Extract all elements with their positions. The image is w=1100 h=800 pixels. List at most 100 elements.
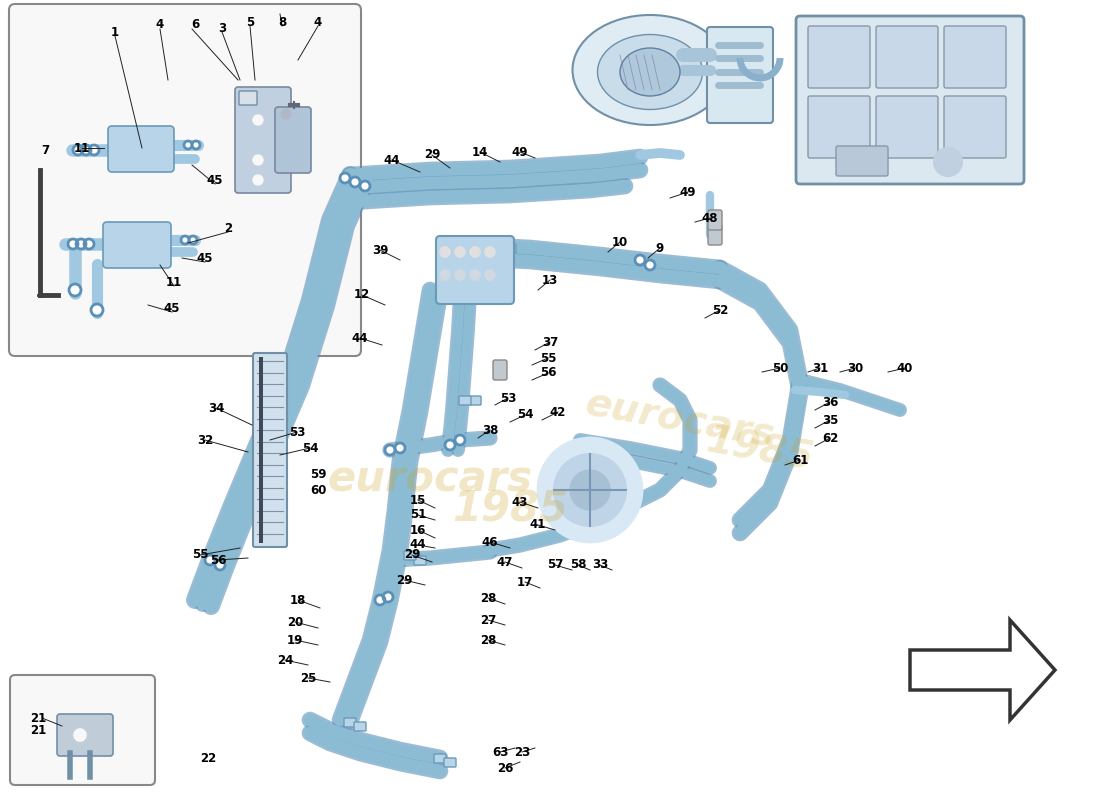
- Text: 31: 31: [812, 362, 828, 374]
- FancyBboxPatch shape: [464, 291, 476, 300]
- FancyBboxPatch shape: [404, 551, 416, 560]
- Circle shape: [470, 270, 480, 280]
- Text: 8: 8: [278, 15, 286, 29]
- Circle shape: [395, 443, 405, 453]
- Text: 54: 54: [301, 442, 318, 454]
- FancyBboxPatch shape: [436, 236, 514, 304]
- Circle shape: [68, 239, 78, 249]
- FancyBboxPatch shape: [239, 91, 257, 105]
- Text: eurocars: eurocars: [583, 385, 778, 455]
- Circle shape: [253, 115, 263, 125]
- FancyBboxPatch shape: [253, 353, 287, 547]
- FancyBboxPatch shape: [354, 722, 366, 731]
- Text: 44: 44: [409, 538, 427, 551]
- Text: 57: 57: [547, 558, 563, 571]
- Circle shape: [554, 454, 626, 526]
- Text: 35: 35: [822, 414, 838, 426]
- Text: 37: 37: [542, 335, 558, 349]
- Text: 38: 38: [482, 423, 498, 437]
- Text: 11: 11: [166, 275, 183, 289]
- Text: 21: 21: [30, 711, 46, 725]
- Text: 54: 54: [517, 409, 534, 422]
- Text: 50: 50: [772, 362, 789, 374]
- Text: 48: 48: [702, 211, 718, 225]
- Ellipse shape: [620, 48, 680, 96]
- Circle shape: [340, 173, 350, 183]
- Text: 44: 44: [384, 154, 400, 166]
- Circle shape: [375, 595, 385, 605]
- Text: 16: 16: [410, 523, 426, 537]
- Text: 59: 59: [310, 469, 327, 482]
- Ellipse shape: [597, 34, 703, 110]
- Text: 63: 63: [492, 746, 508, 758]
- Circle shape: [73, 145, 82, 155]
- Text: 53: 53: [289, 426, 305, 438]
- Circle shape: [350, 177, 360, 187]
- FancyBboxPatch shape: [57, 714, 113, 756]
- Circle shape: [455, 247, 465, 257]
- Text: 49: 49: [680, 186, 696, 198]
- Text: 32: 32: [197, 434, 213, 446]
- Text: 4: 4: [156, 18, 164, 31]
- Text: 39: 39: [372, 243, 388, 257]
- Text: 15: 15: [410, 494, 426, 506]
- Circle shape: [76, 239, 86, 249]
- Text: 47: 47: [497, 555, 514, 569]
- Circle shape: [69, 284, 81, 296]
- Text: 6: 6: [191, 18, 199, 31]
- Text: 28: 28: [480, 591, 496, 605]
- Text: 1985: 1985: [704, 422, 816, 478]
- FancyBboxPatch shape: [944, 26, 1006, 88]
- Text: 29: 29: [396, 574, 412, 586]
- Text: 7: 7: [41, 143, 50, 157]
- Circle shape: [253, 155, 263, 165]
- Text: 2: 2: [224, 222, 232, 234]
- FancyBboxPatch shape: [275, 107, 311, 173]
- FancyBboxPatch shape: [434, 754, 446, 763]
- FancyBboxPatch shape: [808, 96, 870, 158]
- Text: 55: 55: [540, 351, 557, 365]
- Circle shape: [645, 260, 654, 270]
- Circle shape: [440, 270, 450, 280]
- FancyBboxPatch shape: [258, 357, 263, 543]
- Text: 10: 10: [612, 235, 628, 249]
- FancyBboxPatch shape: [454, 291, 466, 300]
- Circle shape: [253, 175, 263, 185]
- Circle shape: [182, 236, 189, 244]
- Text: 14: 14: [472, 146, 488, 158]
- Circle shape: [184, 141, 192, 149]
- Text: 1985: 1985: [452, 489, 568, 531]
- Text: 43: 43: [512, 495, 528, 509]
- FancyBboxPatch shape: [494, 244, 506, 253]
- Text: 20: 20: [287, 615, 304, 629]
- FancyBboxPatch shape: [796, 16, 1024, 184]
- Text: 62: 62: [822, 431, 838, 445]
- Circle shape: [192, 141, 200, 149]
- Text: 27: 27: [480, 614, 496, 626]
- Text: 40: 40: [896, 362, 913, 374]
- Text: 34: 34: [208, 402, 224, 414]
- FancyBboxPatch shape: [836, 146, 888, 176]
- Text: 21: 21: [30, 723, 46, 737]
- Text: 4: 4: [314, 15, 322, 29]
- Text: 53: 53: [499, 391, 516, 405]
- Circle shape: [205, 555, 214, 565]
- Circle shape: [74, 729, 86, 741]
- Text: 22: 22: [200, 751, 216, 765]
- FancyBboxPatch shape: [235, 87, 292, 193]
- Text: 13: 13: [542, 274, 558, 286]
- Text: 56: 56: [210, 554, 227, 566]
- FancyBboxPatch shape: [459, 396, 471, 405]
- Text: 18: 18: [289, 594, 306, 606]
- Text: 19: 19: [287, 634, 304, 646]
- Circle shape: [934, 148, 962, 176]
- Ellipse shape: [572, 15, 727, 125]
- Circle shape: [84, 239, 94, 249]
- Circle shape: [570, 470, 611, 510]
- FancyBboxPatch shape: [876, 26, 938, 88]
- Text: 17: 17: [517, 575, 534, 589]
- Text: 60: 60: [310, 483, 327, 497]
- Text: 26: 26: [497, 762, 514, 774]
- Text: 30: 30: [847, 362, 864, 374]
- Text: 51: 51: [410, 509, 426, 522]
